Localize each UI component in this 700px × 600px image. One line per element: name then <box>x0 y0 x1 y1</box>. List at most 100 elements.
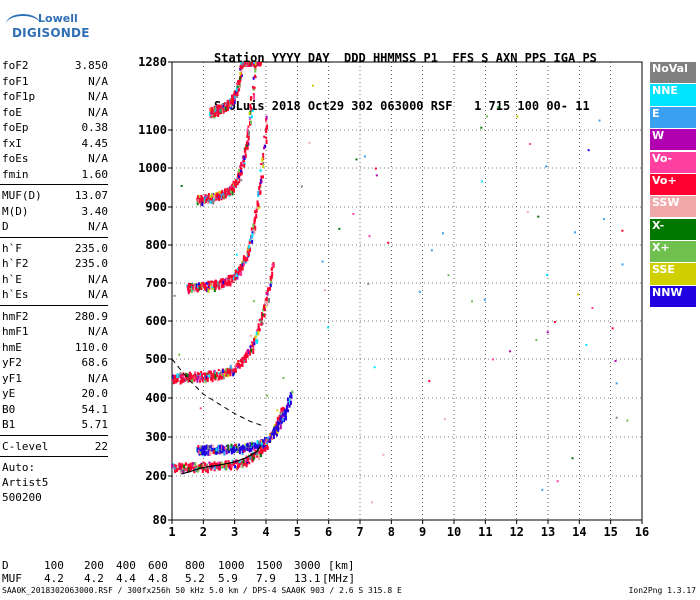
echo-point <box>216 462 219 466</box>
echo-point <box>221 189 224 195</box>
echo-point <box>191 466 194 469</box>
param-value: N/A <box>88 371 108 385</box>
echo-point <box>225 373 228 377</box>
param-row: D N/A <box>0 219 168 235</box>
echo-point <box>244 153 247 156</box>
echo-point <box>254 335 257 338</box>
echo-point <box>252 455 255 461</box>
echo-point <box>244 62 247 65</box>
echo-point <box>243 161 246 166</box>
echo-point <box>266 301 269 307</box>
echo-point <box>205 444 208 450</box>
echo-point <box>240 169 243 173</box>
echo-point <box>210 110 213 115</box>
echo-point <box>223 373 226 377</box>
muf-label: MUF <box>2 572 22 585</box>
distance-value: 200 <box>84 559 104 572</box>
echo-point <box>246 134 249 138</box>
param-separator <box>0 456 108 457</box>
echo-point <box>244 155 247 158</box>
x-tick-label: 11 <box>478 525 492 539</box>
echo-point <box>192 287 195 290</box>
echo-point <box>237 446 240 450</box>
echo-point <box>194 283 197 287</box>
echo-point <box>192 462 195 468</box>
echo-point <box>209 200 212 204</box>
echo-point <box>236 272 239 277</box>
echo-point <box>235 269 238 272</box>
echo-point <box>218 376 221 381</box>
echo-point <box>211 195 214 201</box>
echo-point <box>187 285 190 291</box>
echo-point <box>187 463 190 469</box>
echo-point <box>253 341 256 346</box>
echo-point <box>200 445 203 450</box>
echo-point <box>199 375 202 381</box>
echo-point <box>248 457 251 460</box>
echo-point <box>227 189 230 195</box>
echo-point <box>179 374 182 379</box>
echo-point <box>262 152 265 156</box>
echo-point <box>205 463 208 467</box>
echo-point <box>268 297 271 303</box>
legend-entry-vo: Vo+ <box>650 173 696 196</box>
echo-point <box>214 371 217 375</box>
echo-point <box>225 460 228 465</box>
echo-point <box>207 445 210 450</box>
echo-point <box>230 443 233 449</box>
echo-point <box>237 174 240 178</box>
y-tick-label: 80 <box>153 513 167 527</box>
echo-point <box>275 421 278 427</box>
echo-point <box>213 283 216 287</box>
param-row: foEs N/A <box>0 151 168 167</box>
echo-point <box>234 92 237 96</box>
noise-point <box>556 480 559 483</box>
footer-info: SAA0K_2018302063000.RSF / 300fx256h 50 k… <box>2 586 402 595</box>
noise-point <box>603 218 606 221</box>
echo-point <box>239 364 242 367</box>
y-tick-label: 300 <box>145 430 167 444</box>
echo-point <box>241 449 244 454</box>
clevel-row: C-level 22 <box>0 439 168 455</box>
echo-point <box>211 377 214 383</box>
echo-point <box>185 378 188 381</box>
echo-point <box>208 197 211 201</box>
echo-point <box>237 362 240 366</box>
echo-point <box>176 464 179 469</box>
echo-point <box>261 322 264 325</box>
echo-point <box>237 179 240 182</box>
echo-point <box>257 205 260 210</box>
noise-point <box>430 249 433 252</box>
echo-point <box>179 463 182 467</box>
param-value: 13.07 <box>74 189 108 202</box>
echo-point <box>265 117 268 123</box>
noise-point <box>352 212 355 215</box>
echo-point <box>219 283 222 287</box>
echo-point <box>240 62 243 65</box>
echo-point <box>188 376 191 381</box>
echo-point <box>263 146 266 150</box>
noise-point <box>576 293 579 296</box>
echo-point <box>210 377 213 381</box>
echo-point <box>235 269 238 275</box>
noise-point <box>312 84 315 87</box>
echo-point <box>238 364 241 369</box>
echo-point <box>270 278 273 284</box>
param-label: h`E <box>2 272 22 286</box>
echo-point <box>212 281 215 284</box>
echo-point <box>284 409 287 414</box>
echo-point <box>267 437 270 442</box>
echo-point <box>243 449 246 453</box>
echo-point <box>250 445 253 450</box>
echo-point <box>249 345 252 348</box>
echo-point <box>239 71 242 76</box>
echo-point <box>289 392 292 395</box>
echo-point <box>207 449 210 454</box>
echo-point <box>242 360 245 364</box>
polarization-legend: NoVal NNE E W Vo- Vo+ SSW X- X+ SSE NNW <box>650 62 696 308</box>
echo-point <box>251 341 254 344</box>
echo-point <box>184 378 187 382</box>
echo-point <box>262 439 265 444</box>
echo-point <box>272 434 275 439</box>
echo-point <box>248 116 251 119</box>
